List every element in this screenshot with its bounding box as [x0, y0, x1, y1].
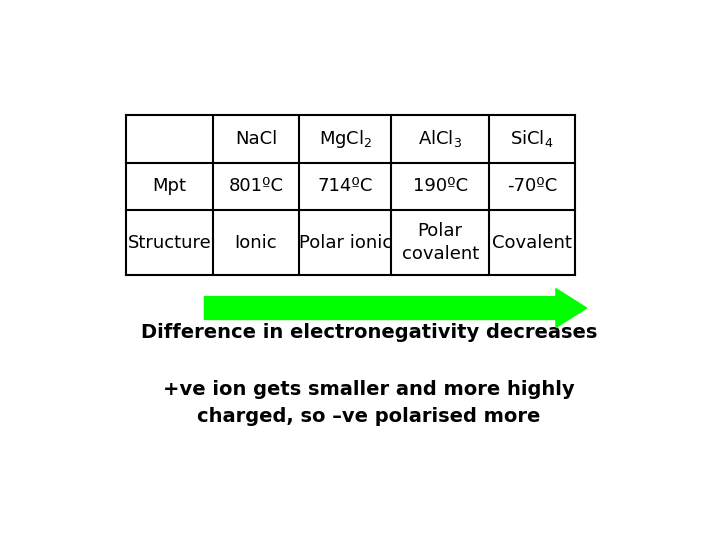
Text: Ionic: Ionic	[235, 234, 277, 252]
FancyArrow shape	[204, 288, 587, 327]
Text: +ve ion gets smaller and more highly: +ve ion gets smaller and more highly	[163, 380, 575, 399]
Text: 190ºC: 190ºC	[413, 178, 468, 195]
Text: 714ºC: 714ºC	[318, 178, 373, 195]
Text: Difference in electronegativity decreases: Difference in electronegativity decrease…	[141, 323, 597, 342]
Text: AlCl$_3$: AlCl$_3$	[418, 128, 462, 149]
Text: -70ºC: -70ºC	[507, 178, 557, 195]
Text: Covalent: Covalent	[492, 234, 572, 252]
Text: 801ºC: 801ºC	[228, 178, 284, 195]
Text: SiCl$_4$: SiCl$_4$	[510, 128, 554, 149]
Text: charged, so –ve polarised more: charged, so –ve polarised more	[197, 407, 541, 426]
Text: Structure: Structure	[127, 234, 212, 252]
Text: MgCl$_2$: MgCl$_2$	[318, 127, 372, 150]
Text: Polar
covalent: Polar covalent	[402, 222, 479, 262]
Text: NaCl: NaCl	[235, 130, 277, 147]
Text: Mpt: Mpt	[153, 178, 186, 195]
Text: Polar ionic: Polar ionic	[299, 234, 392, 252]
